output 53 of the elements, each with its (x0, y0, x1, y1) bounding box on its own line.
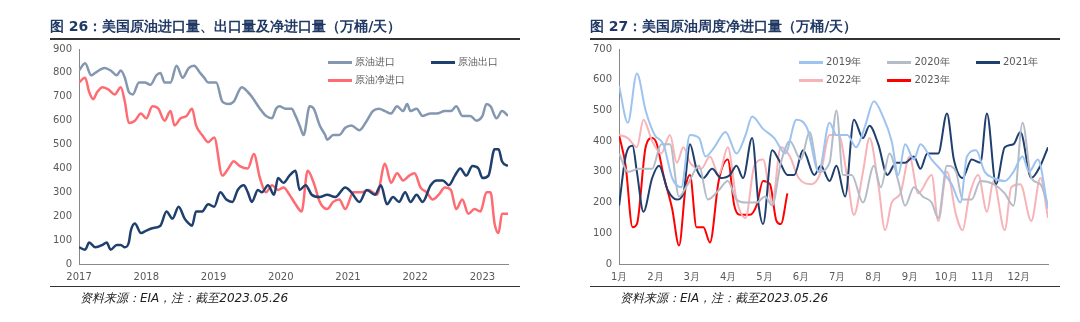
y-tick-label: 300 (592, 165, 613, 177)
x-tick-label: 11月 (971, 270, 994, 282)
x-tick-label: 9月 (901, 270, 919, 282)
y-tick-label: 0 (65, 257, 73, 269)
x-tick-label: 8月 (865, 270, 882, 282)
y-tick-label: 500 (52, 138, 73, 150)
line-series (79, 76, 508, 235)
x-tick-label: 2023 (469, 270, 496, 282)
y-tick-label: 200 (592, 196, 613, 208)
y-tick-label: 700 (52, 90, 73, 102)
x-tick-label: 7月 (828, 270, 846, 282)
x-tick-label: 2018 (133, 270, 160, 282)
y-tick-label: 500 (592, 104, 613, 116)
legend-label: 2021年 (1002, 55, 1039, 69)
chart-title: 图 26：美国原油进口量、出口量及净进口量（万桶/天） (50, 0, 520, 40)
legend-label: 2019年 (826, 55, 862, 69)
x-tick-label: 1月 (610, 270, 628, 282)
legend-label: 2023年 (914, 73, 950, 87)
y-tick-label: 100 (592, 226, 613, 238)
x-tick-label: 2021 (335, 270, 361, 282)
y-tick-label: 300 (52, 185, 73, 197)
text: 资料来源：EIA，注：截至2023.05.26 (50, 286, 520, 307)
y-tick-label: 100 (52, 233, 73, 245)
x-tick-label: 12月 (1007, 270, 1031, 282)
x-tick-label: 4月 (719, 270, 737, 282)
legend-label: 2022年 (826, 73, 862, 87)
x-tick-label: 3月 (683, 270, 700, 282)
x-tick-label: 2月 (647, 270, 664, 282)
legend-label: 原油出口 (458, 55, 498, 69)
text: 资料来源：EIA，注：截至2023.05.26 (590, 286, 1060, 307)
chart-title: 图 27：美国原油周度净进口量（万桶/天） (590, 0, 1060, 40)
y-tick-label: 0 (605, 257, 613, 269)
line-series (619, 72, 1048, 210)
y-tick-label: 900 (52, 42, 73, 54)
legend-label: 原油进口 (355, 55, 395, 69)
legend-label: 2020年 (914, 55, 950, 69)
x-tick-label: 2020 (268, 270, 294, 282)
y-tick-label: 600 (52, 114, 73, 126)
x-tick-label: 2022 (402, 270, 428, 282)
y-tick-label: 800 (52, 66, 73, 78)
line-series (79, 148, 508, 251)
line-series (619, 134, 789, 247)
y-tick-label: 700 (592, 42, 613, 54)
x-tick-label: 6月 (792, 270, 810, 282)
legend-label: 原油净进口 (355, 73, 405, 87)
x-tick-label: 5月 (756, 270, 773, 282)
x-tick-label: 10月 (934, 270, 958, 282)
y-tick-label: 200 (52, 209, 73, 221)
y-tick-label: 400 (592, 134, 613, 146)
x-tick-label: 2019 (200, 270, 227, 282)
x-tick-label: 2017 (66, 270, 92, 282)
y-tick-label: 600 (592, 73, 613, 85)
y-tick-label: 400 (52, 162, 73, 174)
